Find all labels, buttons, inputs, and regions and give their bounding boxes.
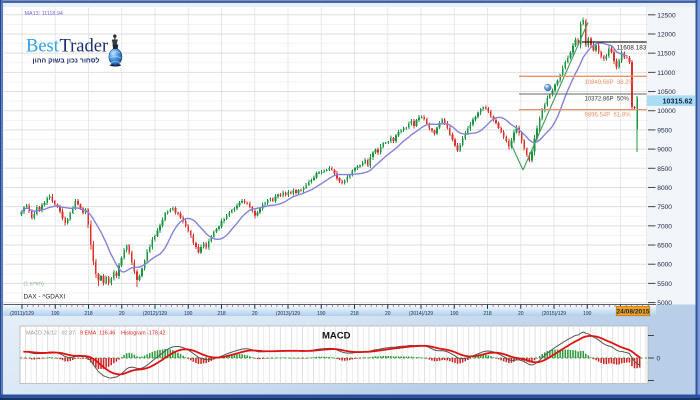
svg-text:0: 0: [657, 355, 661, 362]
svg-text:(2011)/129: (2011)/129: [10, 311, 34, 317]
svg-text:10315.62: 10315.62: [663, 97, 693, 106]
svg-text:(2015)/129: (2015)/129: [542, 311, 566, 317]
svg-text:9000: 9000: [657, 147, 672, 154]
svg-text:(2012)/129: (2012)/129: [143, 311, 167, 317]
svg-text:11500: 11500: [657, 51, 675, 58]
svg-text:10372.86P 50%: 10372.86P 50%: [585, 97, 630, 103]
svg-text:190: 190: [51, 311, 60, 317]
svg-text:9896.54P 61.8%: 9896.54P 61.8%: [585, 113, 632, 119]
svg-text:218: 218: [350, 311, 359, 317]
svg-text:11608.183: 11608.183: [617, 44, 647, 51]
svg-text:5000: 5000: [657, 300, 672, 307]
svg-text:Best: Best: [26, 37, 60, 57]
svg-text:MA13: 11118.94: MA13: 11118.94: [25, 11, 63, 17]
svg-text:7500: 7500: [657, 204, 672, 211]
svg-text:190: 190: [184, 311, 193, 317]
svg-text:190: 190: [317, 311, 326, 317]
svg-text:190: 190: [583, 311, 592, 317]
svg-text:(2014)/129: (2014)/129: [409, 311, 433, 317]
svg-text:6000: 6000: [657, 262, 672, 269]
svg-text:11000: 11000: [657, 70, 675, 77]
svg-text:218: 218: [217, 311, 226, 317]
svg-text:MACD 26/12 -92.87: MACD 26/12 -92.87: [26, 331, 75, 337]
svg-text:10000: 10000: [657, 108, 676, 115]
svg-text:20: 20: [385, 311, 391, 317]
svg-text:20: 20: [252, 311, 258, 317]
svg-text:20: 20: [119, 311, 125, 317]
svg-text:12000: 12000: [657, 31, 676, 38]
svg-text:לסחור נכון בשוק ההון: לסחור נכון בשוק ההון: [32, 57, 99, 65]
svg-text:8500: 8500: [657, 166, 672, 173]
svg-text:218: 218: [483, 311, 492, 317]
svg-text:12500: 12500: [657, 12, 676, 19]
svg-text:Trader: Trader: [60, 37, 109, 57]
svg-text:5500: 5500: [657, 281, 672, 288]
svg-text:9 EMA 116.46: 9 EMA 116.46: [80, 331, 115, 337]
svg-text:Histogram -178.42: Histogram -178.42: [121, 331, 165, 337]
svg-text:6500: 6500: [657, 243, 672, 250]
svg-text:DAX - ^GDAXI: DAX - ^GDAXI: [24, 294, 66, 301]
svg-text:(2013)/129: (2013)/129: [276, 311, 300, 317]
svg-text:7000: 7000: [657, 223, 672, 230]
svg-text:(1 חודש): (1 חודש): [24, 282, 45, 288]
svg-text:10849.56P 38.2%: 10849.56P 38.2%: [585, 80, 635, 86]
svg-text:24/08/2015: 24/08/2015: [616, 309, 649, 316]
svg-text:8000: 8000: [657, 185, 672, 192]
svg-text:MACD: MACD: [322, 331, 351, 342]
svg-text:190: 190: [450, 311, 459, 317]
svg-text:218: 218: [84, 311, 93, 317]
svg-text:20: 20: [518, 311, 524, 317]
svg-text:9500: 9500: [657, 127, 672, 134]
svg-text:10500: 10500: [657, 89, 676, 96]
